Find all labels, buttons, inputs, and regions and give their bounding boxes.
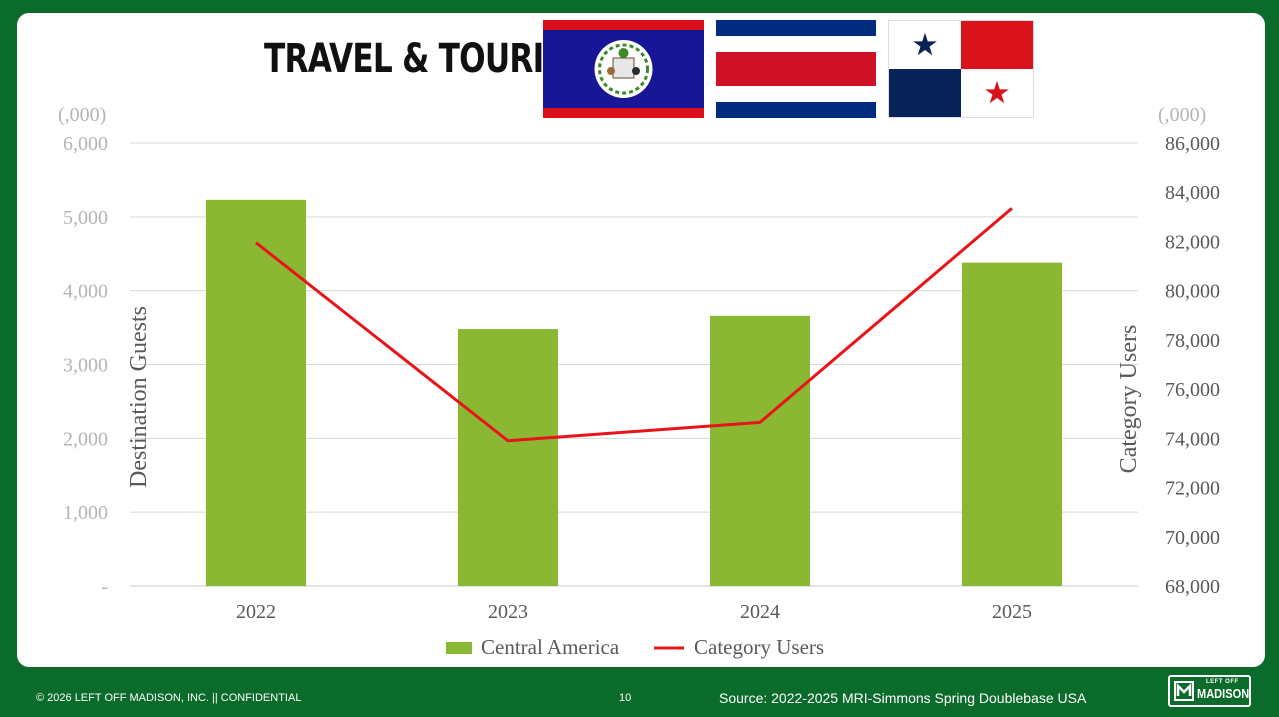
right-tick-label: 80,000 [1165,281,1220,303]
left-tick-label: 3,000 [63,355,108,377]
left-tick-label: 2,000 [63,428,108,450]
left-tick-label: 4,000 [63,281,108,303]
page-number: 10 [619,692,632,704]
right-tick-label: 76,000 [1165,379,1220,401]
footer-copyright: © 2026 LEFT OFF MADISON, INC. || CONFIDE… [36,692,302,704]
left-axis-title: Destination Guests [126,306,152,488]
source-note: Source: 2022-2025 MRI-Simmons Spring Dou… [719,690,1087,706]
legend-label-category-users: Category Users [694,635,824,659]
right-tick-label: 82,000 [1165,231,1220,253]
line-category-users [255,207,1013,443]
left-tick-label: 1,000 [63,502,108,524]
x-tick-label: 2022 [236,601,276,623]
bar [206,199,306,586]
left-off-madison-logo: LEFT OFF MADISON [1168,675,1251,707]
x-tick-label: 2024 [740,601,780,623]
right-tick-label: 84,000 [1165,182,1220,204]
right-tick-label: 78,000 [1165,330,1220,352]
right-tick-label: 72,000 [1165,478,1220,500]
left-tick-label: 5,000 [63,207,108,229]
bar [710,315,810,586]
right-axis-unit: (,000) [1158,104,1206,126]
logo-text-big: MADISON [1197,686,1250,701]
legend-swatch-bar [446,642,472,654]
bar [962,262,1062,586]
right-tick-label: 68,000 [1165,576,1220,598]
left-axis-unit: (,000) [58,104,106,126]
legend-label-central-america: Central America [481,635,620,659]
right-tick-label: 74,000 [1165,428,1220,450]
logo-mark-icon [1174,681,1194,701]
x-tick-label: 2023 [488,601,528,623]
belize-flag-icon [543,20,704,118]
panama-flag-icon [888,20,1034,118]
logo-text-small: LEFT OFF [1206,679,1239,685]
right-tick-label: 70,000 [1165,527,1220,549]
right-tick-label: 86,000 [1165,133,1220,155]
left-tick-label: 6,000 [63,133,108,155]
x-tick-label: 2025 [992,601,1032,623]
costa-rica-flag-icon [716,20,876,118]
right-axis-title: Category Users [1116,325,1142,474]
bar [458,329,558,586]
left-tick-label: - [101,576,108,598]
